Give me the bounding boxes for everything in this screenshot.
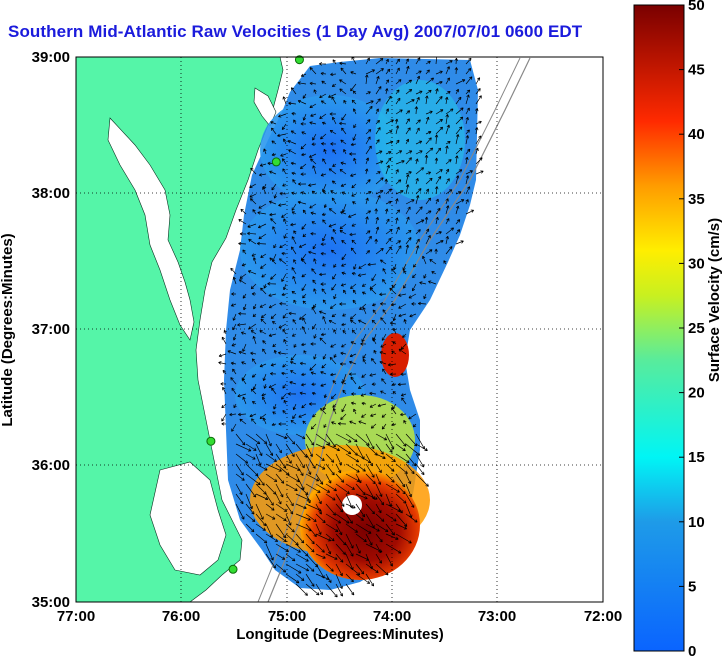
x-tick: 76:00 bbox=[162, 608, 200, 625]
colorbar-gradient bbox=[633, 4, 685, 652]
colorbar-tick: 25 bbox=[688, 320, 705, 337]
radar-station-marker bbox=[228, 564, 238, 574]
data-gap bbox=[342, 495, 362, 515]
colorbar-tick: 30 bbox=[688, 255, 705, 272]
hf-radar-stations bbox=[206, 55, 304, 574]
chesapeake-bay bbox=[107, 117, 195, 341]
colorbar-tick: 40 bbox=[688, 126, 705, 143]
bathymetry-contour-2 bbox=[257, 57, 521, 602]
chart-title: Southern Mid-Atlantic Raw Velocities (1 … bbox=[8, 22, 583, 41]
radar-station-marker bbox=[271, 157, 281, 167]
blue-core-mid bbox=[240, 190, 420, 310]
cyan-band-east bbox=[375, 80, 465, 200]
x-tick: 75:00 bbox=[268, 608, 306, 625]
x-axis-ticks: 77:00 76:00 75:00 74:00 73:00 72:00 bbox=[57, 608, 622, 625]
colorbar-tick: 5 bbox=[688, 578, 696, 595]
colorbar-tick: 10 bbox=[688, 514, 705, 531]
colorbar-tick: 45 bbox=[688, 62, 705, 79]
colorbar-tick: 15 bbox=[688, 449, 705, 466]
colorbar-tick: 35 bbox=[688, 191, 705, 208]
y-tick: 35:00 bbox=[32, 594, 70, 611]
y-tick: 38:00 bbox=[32, 185, 70, 202]
y-tick: 39:00 bbox=[32, 49, 70, 66]
y-tick: 36:00 bbox=[32, 457, 70, 474]
colorbar-tick: 0 bbox=[688, 643, 696, 659]
y-axis-ticks: 39:00 38:00 37:00 36:00 35:00 bbox=[32, 49, 70, 611]
y-axis-label: Latitude (Degrees:Minutes) bbox=[0, 233, 16, 426]
red-core bbox=[300, 470, 420, 580]
x-axis-label: Longitude (Degrees:Minutes) bbox=[236, 626, 444, 643]
y-tick: 37:00 bbox=[32, 321, 70, 338]
plot-frame bbox=[75, 56, 604, 603]
velocity-arrows bbox=[218, 57, 484, 598]
x-tick: 77:00 bbox=[57, 608, 95, 625]
colorbar-tick: 20 bbox=[688, 385, 705, 402]
grid bbox=[76, 57, 603, 602]
radar-station-marker bbox=[206, 436, 216, 446]
x-tick: 72:00 bbox=[584, 608, 622, 625]
bathymetry-contour bbox=[267, 57, 531, 602]
x-tick: 73:00 bbox=[478, 608, 516, 625]
pamlico-sound bbox=[149, 461, 227, 576]
radar-station-marker bbox=[294, 55, 304, 65]
velocity-arrow-set bbox=[218, 57, 484, 598]
colorbar-tick: 50 bbox=[688, 0, 705, 14]
map-plot-area bbox=[75, 55, 604, 603]
x-tick: 74:00 bbox=[373, 608, 411, 625]
red-patch-north bbox=[381, 333, 409, 377]
colorbar-label: Surface Velocity (cm/s) bbox=[706, 218, 723, 382]
